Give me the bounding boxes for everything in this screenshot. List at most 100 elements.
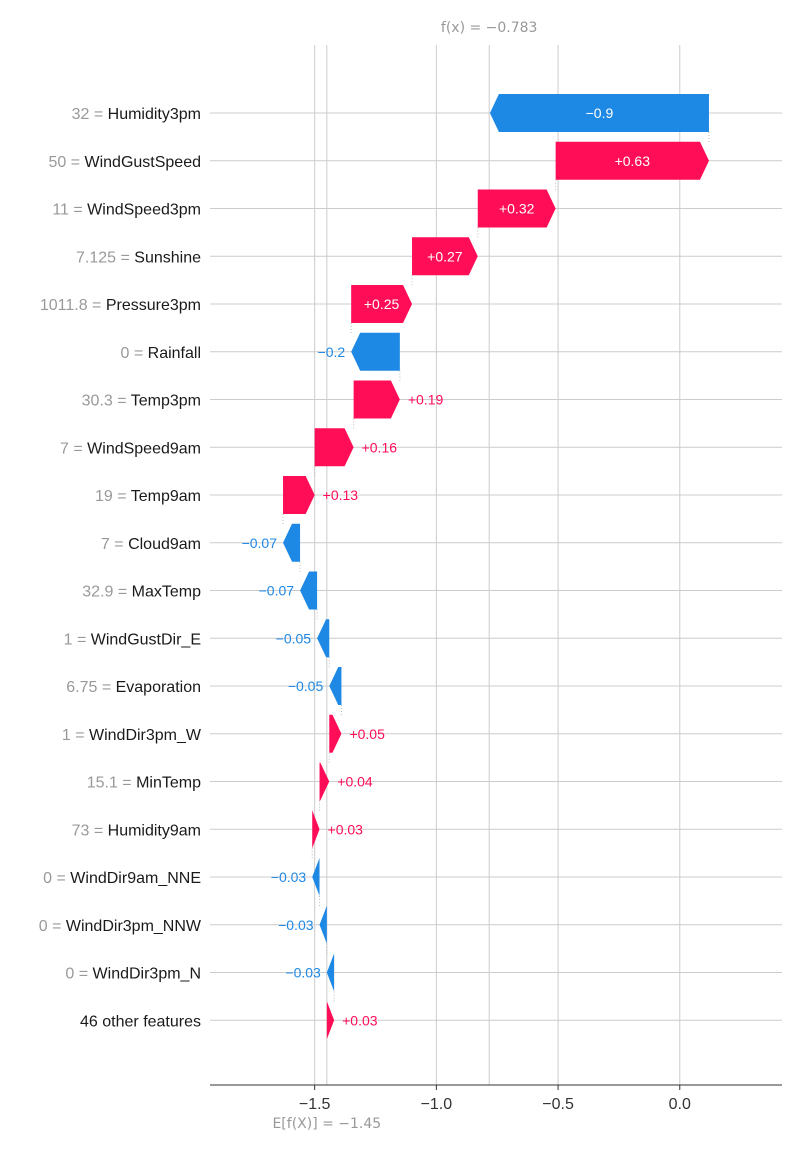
contribution-label: −0.2 xyxy=(318,344,346,360)
bar xyxy=(283,523,301,562)
contribution-label: −0.03 xyxy=(278,917,314,933)
feature-label: 73 = Humidity9am xyxy=(72,822,201,839)
bar xyxy=(351,285,413,323)
bar xyxy=(326,953,335,992)
contribution-label: +0.16 xyxy=(362,439,398,455)
contribution-label: −0.07 xyxy=(242,535,278,551)
feature-name: WindDir3pm_NNW xyxy=(66,918,202,935)
feature-value: 0 = xyxy=(43,870,70,887)
feature-label: 46 other features xyxy=(80,1013,201,1030)
feature-name: Temp9am xyxy=(131,488,201,505)
feature-label: 1011.8 = Pressure3pm xyxy=(40,297,201,314)
bar xyxy=(329,714,342,753)
contribution-label: −0.05 xyxy=(288,678,324,694)
feature-name: WindSpeed3pm xyxy=(87,202,201,219)
feature-value: 7 = xyxy=(101,536,128,553)
contribution-label: −0.9 xyxy=(586,105,614,121)
bar xyxy=(317,619,330,658)
feature-name: WindDir9am_NNE xyxy=(70,870,201,887)
contribution-label: −0.03 xyxy=(285,965,321,981)
feature-label: 32.9 = MaxTemp xyxy=(82,584,201,601)
feature-label: 1 = WindGustDir_E xyxy=(64,631,201,648)
feature-name: WindSpeed9am xyxy=(87,440,201,457)
bar xyxy=(555,141,709,180)
contribution-label: +0.19 xyxy=(408,392,444,408)
feature-name: Temp3pm xyxy=(131,393,201,410)
feature-value: 6.75 = xyxy=(66,679,115,696)
contribution-label: +0.05 xyxy=(349,726,385,742)
feature-label: 32 = Humidity3pm xyxy=(72,106,201,123)
feature-label: 0 = WindDir3pm_N xyxy=(65,966,201,983)
bar xyxy=(489,94,709,132)
bar xyxy=(314,428,354,467)
bar xyxy=(353,380,400,419)
feature-name: WindDir3pm_W xyxy=(89,727,202,744)
feature-value: 15.1 = xyxy=(87,775,136,792)
feature-value: 7.125 = xyxy=(76,249,134,266)
feature-label: 19 = Temp9am xyxy=(95,488,201,505)
feature-value: 7 = xyxy=(60,440,87,457)
feature-name: Cloud9am xyxy=(128,536,201,553)
feature-value: 30.3 = xyxy=(82,393,131,410)
feature-label: 15.1 = MinTemp xyxy=(87,775,201,792)
contribution-label: +0.03 xyxy=(342,1012,378,1028)
feature-value: 1 = xyxy=(64,631,91,648)
feature-name: Humidity3pm xyxy=(108,106,201,123)
contribution-label: +0.25 xyxy=(364,296,400,312)
contribution-label: −0.03 xyxy=(271,869,307,885)
feature-name: WindGustSpeed xyxy=(84,154,201,171)
contribution-label: +0.13 xyxy=(323,487,359,503)
feature-name: Evaporation xyxy=(116,679,201,696)
feature-value: 11 = xyxy=(52,202,87,219)
bar xyxy=(283,476,315,514)
feature-label: 0 = WindDir9am_NNE xyxy=(43,870,201,887)
x-tick-label: −1.5 xyxy=(299,1096,331,1113)
bar xyxy=(319,762,330,801)
feature-value: 19 = xyxy=(95,488,131,505)
feature-label: 0 = WindDir3pm_NNW xyxy=(39,918,202,935)
feature-label: 30.3 = Temp3pm xyxy=(82,393,201,410)
contribution-label: −0.05 xyxy=(276,630,312,646)
bars: −0.9 +0.63 +0.32 +0.27 +0.25 −0.2 +0.19 +0.16 +0… xyxy=(242,94,710,1040)
output-value-label: f(x) = −0.783 xyxy=(441,20,538,36)
feature-value: 0 = xyxy=(65,966,92,983)
feature-label: 50 = WindGustSpeed xyxy=(48,154,201,171)
feature-name: Humidity9am xyxy=(108,822,201,839)
feature-label: 6.75 = Evaporation xyxy=(66,679,201,696)
feature-labels: 32 = Humidity3pm 50 = WindGustSpeed 11 = W… xyxy=(39,106,202,1030)
feature-label: 7.125 = Sunshine xyxy=(76,249,201,266)
feature-name: WindDir3pm_N xyxy=(93,966,201,983)
bar xyxy=(477,189,556,228)
contribution-label: +0.32 xyxy=(499,201,535,217)
bar xyxy=(329,667,342,705)
contribution-label: −0.07 xyxy=(259,583,295,599)
feature-name: Sunshine xyxy=(134,249,201,266)
feature-name: 46 other features xyxy=(80,1013,201,1030)
bar xyxy=(351,332,400,371)
feature-label: 0 = Rainfall xyxy=(121,345,202,362)
expected-value-label: E[f(X)] = −1.45 xyxy=(272,1116,381,1132)
bar xyxy=(300,571,318,610)
feature-row-lines xyxy=(210,112,782,1021)
feature-label: 1 = WindDir3pm_W xyxy=(62,727,202,744)
reference-lines xyxy=(326,45,490,1085)
x-axis: −1.5 −1.0 −0.5 0.0 xyxy=(210,1084,782,1113)
contribution-label: +0.04 xyxy=(337,774,373,790)
feature-name: MinTemp xyxy=(136,775,201,792)
feature-value: 0 = xyxy=(121,345,148,362)
bar xyxy=(319,905,327,944)
feature-value: 73 = xyxy=(72,822,108,839)
bar xyxy=(312,810,320,849)
bar xyxy=(326,1001,335,1040)
feature-name: Rainfall xyxy=(148,345,201,362)
feature-value: 0 = xyxy=(39,918,66,935)
feature-label: 7 = Cloud9am xyxy=(101,536,201,553)
feature-name: WindGustDir_E xyxy=(91,631,201,648)
gridlines xyxy=(314,45,681,1085)
contribution-label: +0.63 xyxy=(615,153,651,169)
feature-name: MaxTemp xyxy=(132,584,201,601)
feature-label: 7 = WindSpeed9am xyxy=(60,440,201,457)
feature-value: 32 = xyxy=(72,106,108,123)
bar xyxy=(312,858,320,896)
